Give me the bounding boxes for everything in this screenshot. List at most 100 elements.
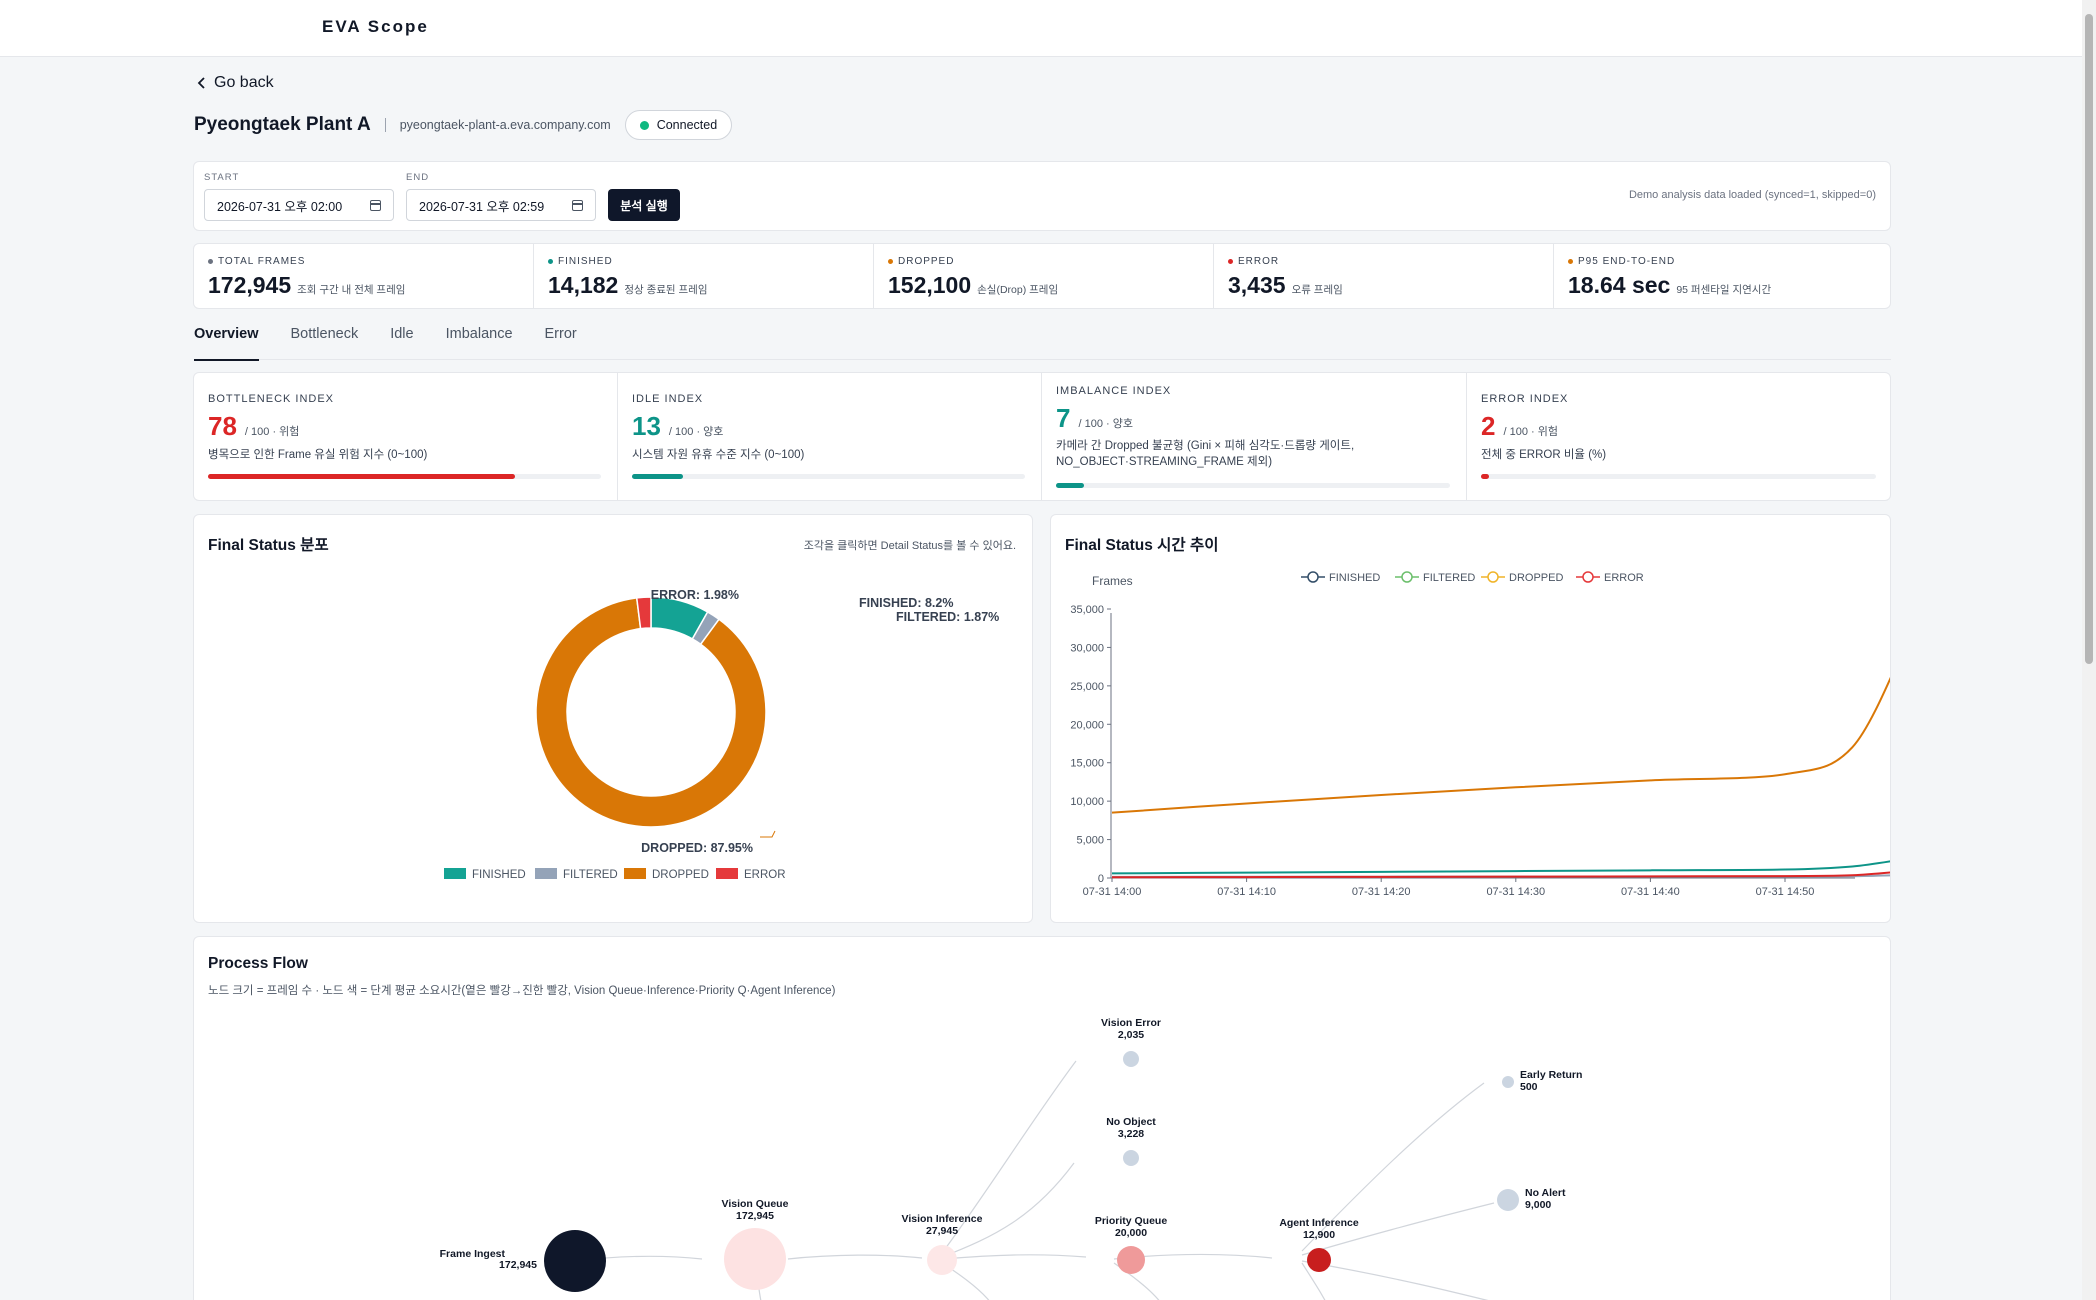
x-tick-label: 07-31 14:10 <box>1217 886 1276 898</box>
kpi-card: TOTAL FRAMES 172,945 조회 구간 내 전체 프레임 FINIS… <box>193 243 1891 309</box>
legend-finished-label[interactable]: FINISHED <box>472 869 526 881</box>
index-value: 78 <box>208 411 237 441</box>
plant-header: Pyeongtaek Plant A pyeongtaek-plant-a.ev… <box>194 110 733 140</box>
process-flow-description: 노드 크기 = 프레임 수 · 노드 색 = 단계 평균 소요시간(옅은 빨강→… <box>208 985 836 997</box>
start-date-input[interactable]: 2026-07-31 오후 02:00 <box>204 189 394 221</box>
flow-node-count: 2,035 <box>1118 1029 1144 1041</box>
idle-index: IDLE INDEX 13 / 100 · 양호 시스템 자원 유휴 수준 지수 … <box>618 373 1042 501</box>
flow-node-early-return[interactable] <box>1502 1076 1514 1088</box>
plant-host: pyeongtaek-plant-a.eva.company.com <box>399 118 611 132</box>
flow-node-count: 12,900 <box>1303 1229 1335 1241</box>
index-label: IDLE INDEX <box>632 393 704 405</box>
flow-node-label: No Object <box>1106 1116 1156 1128</box>
legend-marker-dropped[interactable] <box>1487 571 1499 583</box>
index-progress-bar <box>208 474 601 479</box>
donut-slice-dropped[interactable] <box>535 597 767 828</box>
y-tick-label: 5,000 <box>1076 835 1104 847</box>
legend-dropped-swatch[interactable] <box>624 868 646 879</box>
tab-bottleneck[interactable]: Bottleneck <box>290 326 359 342</box>
scrollbar-thumb[interactable] <box>2085 14 2093 664</box>
kpi-value: 14,182 <box>548 272 619 298</box>
flow-edge <box>1301 1202 1495 1256</box>
brand-logo[interactable]: EVA Scope <box>322 17 429 36</box>
x-tick-label: 07-31 14:40 <box>1621 886 1680 898</box>
flow-node-frame-ingest[interactable] <box>544 1230 606 1292</box>
calendar-icon[interactable] <box>370 200 381 211</box>
legend-label-filtered[interactable]: FILTERED <box>1423 572 1475 584</box>
flow-node-count: 27,945 <box>926 1225 958 1237</box>
tab-imbalance[interactable]: Imbalance <box>445 326 513 342</box>
legend-marker-finished[interactable] <box>1307 571 1319 583</box>
x-tick-label: 07-31 14:20 <box>1352 886 1411 898</box>
legend-finished-swatch[interactable] <box>444 868 466 879</box>
y-tick-label: 10,000 <box>1070 796 1104 808</box>
kpi-finished: FINISHED 14,182 정상 종료된 프레임 <box>534 244 874 308</box>
flow-node-vision-queue[interactable] <box>724 1228 786 1290</box>
bottleneck-index: BOTTLENECK INDEX 78 / 100 · 위험 병목으로 인한 Fr… <box>194 373 618 501</box>
kpi-label: TOTAL FRAMES <box>218 256 306 267</box>
flow-edge <box>1301 1262 1326 1300</box>
error-index: ERROR INDEX 2 / 100 · 위험 전체 중 ERROR 비율 (%… <box>1467 373 1892 501</box>
go-back-link[interactable]: Go back <box>196 74 274 92</box>
series-line-finished[interactable] <box>1111 859 1890 875</box>
kpi-dot-icon <box>1568 259 1573 264</box>
series-line-dropped[interactable] <box>1111 644 1890 814</box>
flow-node-vision-inference[interactable] <box>927 1245 957 1275</box>
legend-marker-filtered[interactable] <box>1401 571 1413 583</box>
tab-error[interactable]: Error <box>544 326 577 342</box>
legend-error-label[interactable]: ERROR <box>744 869 786 881</box>
final-status-distribution-card: Final Status 분포 조각을 클릭하면 Detail Status를 … <box>193 514 1033 923</box>
flow-node-count: 500 <box>1520 1081 1538 1093</box>
legend-marker-error[interactable] <box>1582 571 1594 583</box>
kpi-value: 3,435 <box>1228 272 1286 298</box>
run-analysis-button[interactable]: 분석 실행 <box>608 189 680 221</box>
kpi-dot-icon <box>548 259 553 264</box>
flow-node-label: Vision Inference <box>902 1213 983 1225</box>
trend-title: Final Status 시간 추이 <box>1065 537 1219 554</box>
legend-dropped-label[interactable]: DROPPED <box>652 869 709 881</box>
y-tick-label: 20,000 <box>1070 719 1104 731</box>
index-label: ERROR INDEX <box>1481 393 1569 405</box>
donut-hint: 조각을 클릭하면 Detail Status를 볼 수 있어요. <box>803 540 1016 552</box>
go-back-label: Go back <box>214 74 274 91</box>
index-description: 시스템 자원 유휴 수준 지수 (0~100) <box>632 449 805 461</box>
index-description: 카메라 간 Dropped 불균형 (Gini × 피해 심각도·드롭량 게이트… <box>1056 440 1355 468</box>
tab-overview[interactable]: Overview <box>194 320 259 361</box>
index-description: 전체 중 ERROR 비율 (%) <box>1481 449 1607 461</box>
filtered-slice-label: FILTERED: 1.87% <box>896 610 999 624</box>
legend-label-error[interactable]: ERROR <box>1604 572 1644 584</box>
flow-edge <box>787 1254 923 1260</box>
flow-node-no-alert[interactable] <box>1497 1189 1519 1211</box>
y-tick-label: 25,000 <box>1070 681 1104 693</box>
legend-label-dropped[interactable]: DROPPED <box>1509 572 1563 584</box>
legend-filtered-swatch[interactable] <box>535 868 557 879</box>
index-description: 병목으로 인한 Frame 유실 위험 지수 (0~100) <box>208 449 428 461</box>
final-status-trend-card: Final Status 시간 추이 Frames FINISHED FILTER… <box>1050 514 1891 923</box>
tab-idle[interactable]: Idle <box>390 326 414 342</box>
legend-filtered-label[interactable]: FILTERED <box>563 869 618 881</box>
flow-node-no-object[interactable] <box>1123 1150 1139 1166</box>
donut-slice-error[interactable] <box>635 596 652 630</box>
index-suffix: / 100 · 위험 <box>244 426 300 438</box>
donut-title: Final Status 분포 <box>208 537 329 554</box>
x-tick-label: 07-31 14:50 <box>1756 886 1815 898</box>
kpi-label: FINISHED <box>558 256 613 267</box>
legend-label-finished[interactable]: FINISHED <box>1329 572 1380 584</box>
process-flow-graph[interactable]: Frame Ingest 172,945 Vision Queue 172,94… <box>194 937 1890 1300</box>
top-bar: EVA Scope <box>0 0 2082 57</box>
donut-chart[interactable]: ERROR: 1.98% FINISHED: 8.2% FILTERED: 1.… <box>194 515 1032 922</box>
flow-node-agent-inference[interactable] <box>1307 1248 1331 1272</box>
flow-node-label: Vision Queue <box>722 1198 789 1210</box>
flow-node-count: 20,000 <box>1115 1227 1147 1239</box>
flow-node-priority-queue[interactable] <box>1117 1246 1145 1274</box>
line-chart[interactable]: Frames FINISHED FILTERED DROPPED ERROR 35,0… <box>1051 515 1890 922</box>
calendar-icon[interactable] <box>572 200 583 211</box>
legend-error-swatch[interactable] <box>716 868 738 879</box>
flow-node-vision-error[interactable] <box>1123 1051 1139 1067</box>
status-badge-label: Connected <box>656 118 718 132</box>
index-progress-fill <box>1481 474 1489 479</box>
series-line-error[interactable] <box>1111 871 1890 879</box>
end-date-input[interactable]: 2026-07-31 오후 02:59 <box>406 189 596 221</box>
kpi-value: 18.64 sec <box>1568 272 1671 298</box>
page-scrollbar[interactable] <box>2082 0 2096 1300</box>
